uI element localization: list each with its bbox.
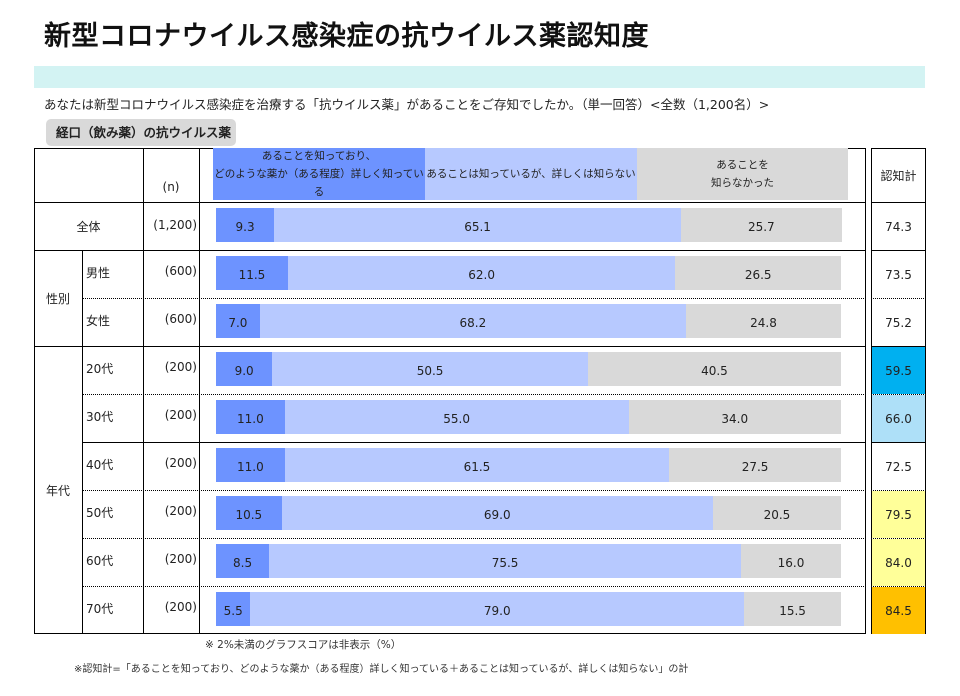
total-value: 84.5	[872, 587, 925, 634]
bar-segment-known-detail: 11.0	[216, 400, 285, 434]
bar-segment-unknown: 26.5	[675, 256, 841, 290]
total-value: 59.5	[872, 347, 925, 394]
row-label: 30代	[86, 410, 114, 424]
total-row-separator	[871, 586, 926, 587]
bar-segment-known-detail: 11.0	[216, 448, 285, 482]
row-label: 60代	[86, 554, 114, 568]
legend-item-known-only: あることは知っているが、詳しくは知らない	[425, 148, 637, 200]
bar-segment-known-only: 61.5	[284, 448, 670, 482]
total-row-separator	[871, 394, 926, 395]
row-separator	[82, 442, 866, 443]
row-n: (200)	[164, 552, 197, 566]
total-header: 認知計	[880, 168, 917, 183]
row-n: (200)	[164, 408, 197, 422]
total-value: 84.0	[872, 539, 925, 586]
total-value: 74.3	[872, 203, 925, 250]
bar-segment-unknown: 27.5	[669, 448, 841, 482]
survey-question: あなたは新型コロナウイルス感染症を治療する「抗ウイルス薬」があることをご存知でし…	[44, 97, 770, 112]
header-band	[34, 66, 925, 88]
row-label: 40代	[86, 458, 114, 472]
total-row-separator	[871, 538, 926, 539]
row-separator	[82, 490, 866, 491]
group-label-gender: 性別	[46, 292, 71, 306]
bar-segment-unknown: 20.5	[712, 496, 841, 530]
row-separator	[34, 250, 866, 251]
row-n: (200)	[164, 456, 197, 470]
footnote-hidden-scores: ※ 2%未満のグラフスコアは非表示（%）	[205, 639, 402, 651]
row-separator	[82, 538, 866, 539]
bar-segment-unknown: 40.5	[587, 352, 841, 386]
footnote-total-definition: ※認知計=「あることを知っており、どのような薬か（ある程度）詳しく知っている＋あ…	[74, 664, 689, 675]
total-value: 75.2	[872, 299, 925, 346]
legend-label-2: あることは知っているが、詳しくは知らない	[426, 168, 636, 180]
row-n: (600)	[164, 312, 197, 326]
stacked-bar: 9.3 65.1 25.7	[216, 208, 842, 242]
bar-segment-known-detail: 9.3	[216, 208, 275, 242]
bar-segment-known-detail: 7.0	[216, 304, 260, 338]
total-row-separator	[871, 250, 926, 251]
col-divider-bar	[199, 148, 200, 634]
n-header: (n)	[162, 180, 180, 194]
row-n: (600)	[164, 264, 197, 278]
total-value: 73.5	[872, 251, 925, 298]
bar-segment-known-only: 68.2	[259, 304, 686, 338]
page-title: 新型コロナウイルス感染症の抗ウイルス薬認知度	[44, 21, 649, 52]
stacked-bar: 10.5 69.0 20.5	[216, 496, 841, 530]
row-separator	[34, 202, 866, 203]
legend-item-known-detail: あることを知っており、 どのような薬か（ある程度）詳しく知っている	[213, 148, 425, 200]
total-row-separator	[871, 442, 926, 443]
stacked-bar: 5.5 79.0 15.5	[216, 592, 841, 626]
row-separator	[34, 346, 866, 347]
row-label: 50代	[86, 506, 114, 520]
bar-segment-known-only: 50.5	[272, 352, 588, 386]
bar-segment-known-only: 79.0	[250, 592, 745, 626]
total-row-separator	[871, 490, 926, 491]
bar-segment-unknown: 15.5	[744, 592, 841, 626]
bar-segment-unknown: 34.0	[628, 400, 841, 434]
row-label: 男性	[86, 266, 111, 280]
bar-segment-unknown: 25.7	[681, 208, 842, 242]
bar-segment-known-detail: 11.5	[216, 256, 288, 290]
row-label: 女性	[86, 314, 111, 328]
legend-label-3: あることを 知らなかった	[711, 159, 774, 189]
row-label: 全体	[76, 220, 101, 234]
group-label-age: 年代	[46, 484, 71, 498]
bar-segment-known-detail: 10.5	[216, 496, 282, 530]
bar-segment-known-detail: 5.5	[216, 592, 251, 626]
stacked-bar: 7.0 68.2 24.8	[216, 304, 841, 338]
stacked-bar: 11.5 62.0 26.5	[216, 256, 841, 290]
row-n: (200)	[164, 600, 197, 614]
total-value: 72.5	[872, 443, 925, 490]
bar-segment-unknown: 16.0	[741, 544, 841, 578]
stacked-bar: 9.0 50.5 40.5	[216, 352, 841, 386]
stacked-bar: 11.0 55.0 34.0	[216, 400, 841, 434]
stacked-bar: 8.5 75.5 16.0	[216, 544, 841, 578]
section-badge: 経口（飲み薬）の抗ウイルス薬	[46, 119, 236, 146]
row-separator	[82, 586, 866, 587]
bar-segment-known-only: 62.0	[287, 256, 676, 290]
bar-segment-known-detail: 8.5	[216, 544, 270, 578]
bar-segment-known-only: 75.5	[269, 544, 741, 578]
total-value: 79.5	[872, 491, 925, 538]
legend-label-1: あることを知っており、 どのような薬か（ある程度）詳しく知っている	[214, 150, 424, 198]
col-divider-n	[143, 148, 144, 634]
row-n: (1,200)	[153, 218, 197, 232]
total-value: 66.0	[872, 395, 925, 442]
row-n: (200)	[164, 360, 197, 374]
total-row-separator	[871, 202, 926, 203]
row-separator	[82, 298, 866, 299]
total-row-separator	[871, 346, 926, 347]
row-label: 70代	[86, 602, 114, 616]
stacked-bar: 11.0 61.5 27.5	[216, 448, 841, 482]
bar-segment-known-only: 69.0	[281, 496, 713, 530]
row-label: 20代	[86, 362, 114, 376]
bar-segment-known-only: 65.1	[274, 208, 681, 242]
bar-segment-known-only: 55.0	[284, 400, 629, 434]
legend-item-unknown: あることを 知らなかった	[637, 148, 848, 200]
total-row-separator	[871, 298, 926, 299]
row-separator	[82, 394, 866, 395]
bar-segment-known-detail: 9.0	[216, 352, 273, 386]
bar-segment-unknown: 24.8	[686, 304, 841, 338]
row-n: (200)	[164, 504, 197, 518]
